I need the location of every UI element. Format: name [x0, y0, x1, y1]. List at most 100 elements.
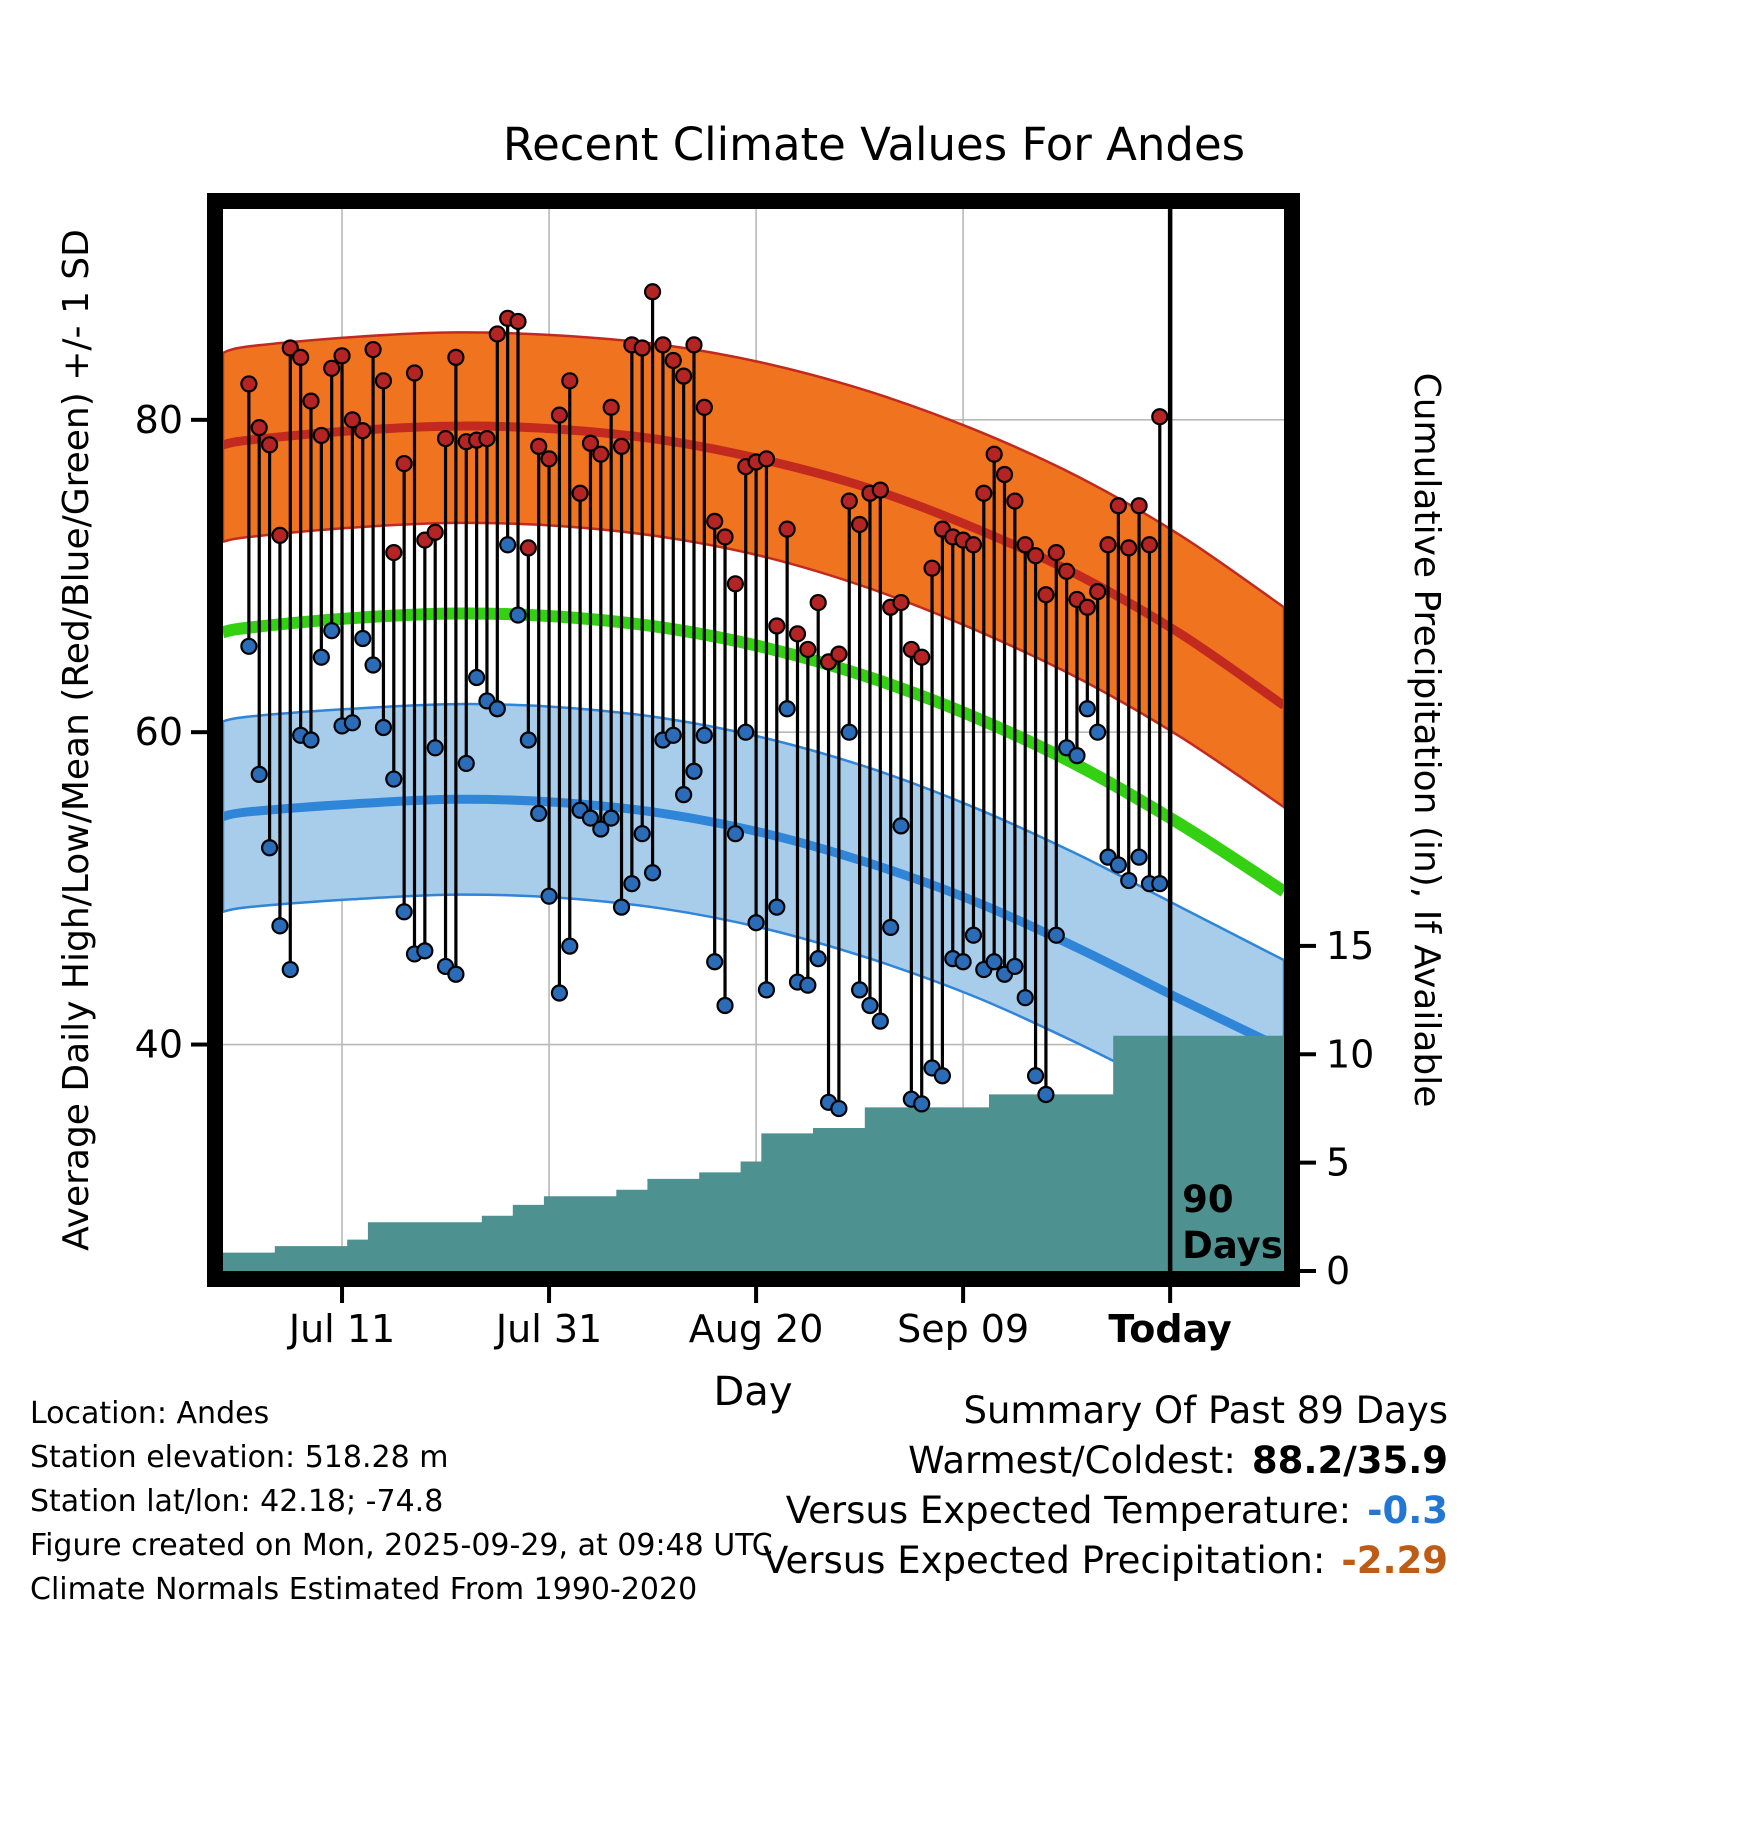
daily-low-dot	[540, 887, 558, 905]
daily-high-dot	[571, 484, 589, 502]
daily-low-dot	[1151, 875, 1169, 893]
daily-high-dot	[374, 372, 393, 390]
daily-low-dot	[260, 839, 279, 857]
daily-low-dot	[933, 1067, 952, 1085]
summary-title: Summary Of Past 89 Days	[963, 1389, 1448, 1432]
summary-value: -2.29	[1341, 1539, 1448, 1582]
daily-low-dot	[799, 976, 817, 994]
daily-low-dot	[240, 637, 258, 655]
daily-low-dot	[643, 864, 662, 882]
daily-low-dot	[1006, 957, 1024, 976]
daily-low-dot	[323, 622, 341, 640]
daily-high-dot	[405, 364, 424, 382]
daily-low-dot	[675, 786, 693, 804]
daily-low-dot	[416, 942, 434, 960]
daily-high-dot	[964, 536, 983, 554]
daily-high-dot	[436, 429, 455, 448]
daily-low-dot	[850, 981, 869, 999]
daily-high-dot	[1151, 408, 1169, 426]
plot-border	[207, 193, 1300, 1287]
daily-low-dot	[364, 656, 382, 674]
x-axis-label: Day	[714, 1369, 793, 1415]
daily-high-dot	[561, 372, 579, 390]
daily-high-dot	[809, 593, 827, 612]
daily-low-dot	[892, 817, 910, 835]
daily-low-dot	[602, 809, 620, 827]
daily-low-dot	[861, 996, 879, 1015]
daily-high-dot	[1058, 562, 1076, 580]
daily-high-dot	[1120, 539, 1138, 557]
daily-high-dot	[850, 515, 869, 534]
daily-low-dot	[695, 726, 713, 744]
footer-latlon: Station lat/lon: 42.18; -74.8	[30, 1484, 444, 1519]
daily-high-dot	[1109, 497, 1127, 515]
daily-high-dot	[602, 398, 620, 416]
daily-high-dot	[1026, 547, 1045, 565]
daily-high-dot	[323, 359, 341, 377]
daily-low-dot	[302, 731, 320, 749]
daily-high-dot	[333, 347, 351, 365]
daily-low-dot	[623, 875, 641, 893]
chart-title: Recent Climate Values For Andes	[503, 118, 1245, 171]
avg-low-line	[223, 794, 1284, 1054]
daily-low-dot	[1109, 856, 1127, 874]
daily-low-dot	[757, 981, 776, 999]
axes-ticks: Jul 11 Jul 31 Aug 20 Sep 09 Today 40 60 80 0 5 10 1…	[135, 398, 1375, 1351]
daily-high-dot	[726, 575, 744, 593]
daily-high-dot	[385, 543, 403, 562]
daily-high-dot	[478, 429, 496, 448]
daily-low-dot	[530, 804, 548, 823]
daily-high-dot	[675, 367, 693, 385]
daily-low-dot	[1068, 747, 1086, 765]
daily-low-dot	[426, 739, 444, 757]
daily-high-dot	[426, 523, 444, 541]
daily-low-dot	[612, 898, 631, 916]
summary-label: Warmest/Coldest:	[908, 1439, 1236, 1482]
daily-low-dot	[1037, 1085, 1055, 1104]
y-right-tick-label: 0	[1326, 1249, 1350, 1293]
summary-panel: Summary Of Past 89 Days Warmest/Coldest:…	[763, 1386, 1448, 1586]
x-tick-label: Jul 11	[287, 1307, 395, 1351]
daily-low-dot	[1078, 700, 1096, 718]
summary-label: Versus Expected Precipitation:	[763, 1539, 1326, 1582]
daily-high-dot	[1099, 536, 1117, 554]
daily-high-dot	[695, 398, 713, 416]
y-left-tick-label: 60	[135, 710, 183, 754]
y-axis-right-label: Cumulative Precipitation (in), If Availa…	[1406, 373, 1447, 1108]
daily-low-dot	[250, 765, 268, 783]
y-right-tick-label: 10	[1326, 1032, 1374, 1076]
daily-high-dot	[716, 528, 734, 546]
daily-low-dot	[685, 762, 703, 780]
daily-low-dot	[726, 825, 744, 843]
summary-value: -0.3	[1367, 1489, 1448, 1532]
y-left-tick-label: 80	[135, 398, 183, 442]
daily-low-dot	[592, 820, 610, 838]
daily-low-dot	[809, 950, 827, 968]
daily-high-dot	[1078, 598, 1096, 616]
y-right-tick-label: 15	[1326, 924, 1374, 968]
summary-label: Versus Expected Temperature:	[785, 1489, 1352, 1532]
daily-high-dot	[1047, 543, 1065, 562]
daily-temperature-ranges	[240, 283, 1169, 1118]
daily-low-dot	[882, 918, 900, 937]
daily-high-dot	[830, 645, 848, 663]
daily-high-dot	[788, 625, 807, 643]
daily-low-dot	[1089, 723, 1107, 741]
daily-high-dot	[592, 445, 610, 463]
daily-low-dot	[954, 953, 972, 971]
summary-row-vs-temperature: Versus Expected Temperature: -0.3	[763, 1486, 1448, 1536]
daily-high-dot	[292, 348, 310, 366]
daily-high-dot	[840, 492, 858, 510]
daily-high-dot	[240, 375, 258, 393]
daily-high-dot	[1130, 497, 1148, 515]
daily-high-dot	[271, 526, 289, 545]
summary-row-vs-precipitation: Versus Expected Precipitation: -2.29	[763, 1536, 1448, 1586]
y-axis-left-label: Average Daily High/Low/Mean (Red/Blue/Gr…	[56, 229, 97, 1251]
daily-high-dot	[1089, 583, 1107, 601]
daily-low-dot	[1130, 848, 1148, 866]
daily-high-dot	[1037, 586, 1055, 604]
x-tick-label: Aug 20	[689, 1307, 824, 1351]
daily-low-dot	[271, 917, 289, 935]
x-tick-label: Today	[1108, 1307, 1232, 1351]
